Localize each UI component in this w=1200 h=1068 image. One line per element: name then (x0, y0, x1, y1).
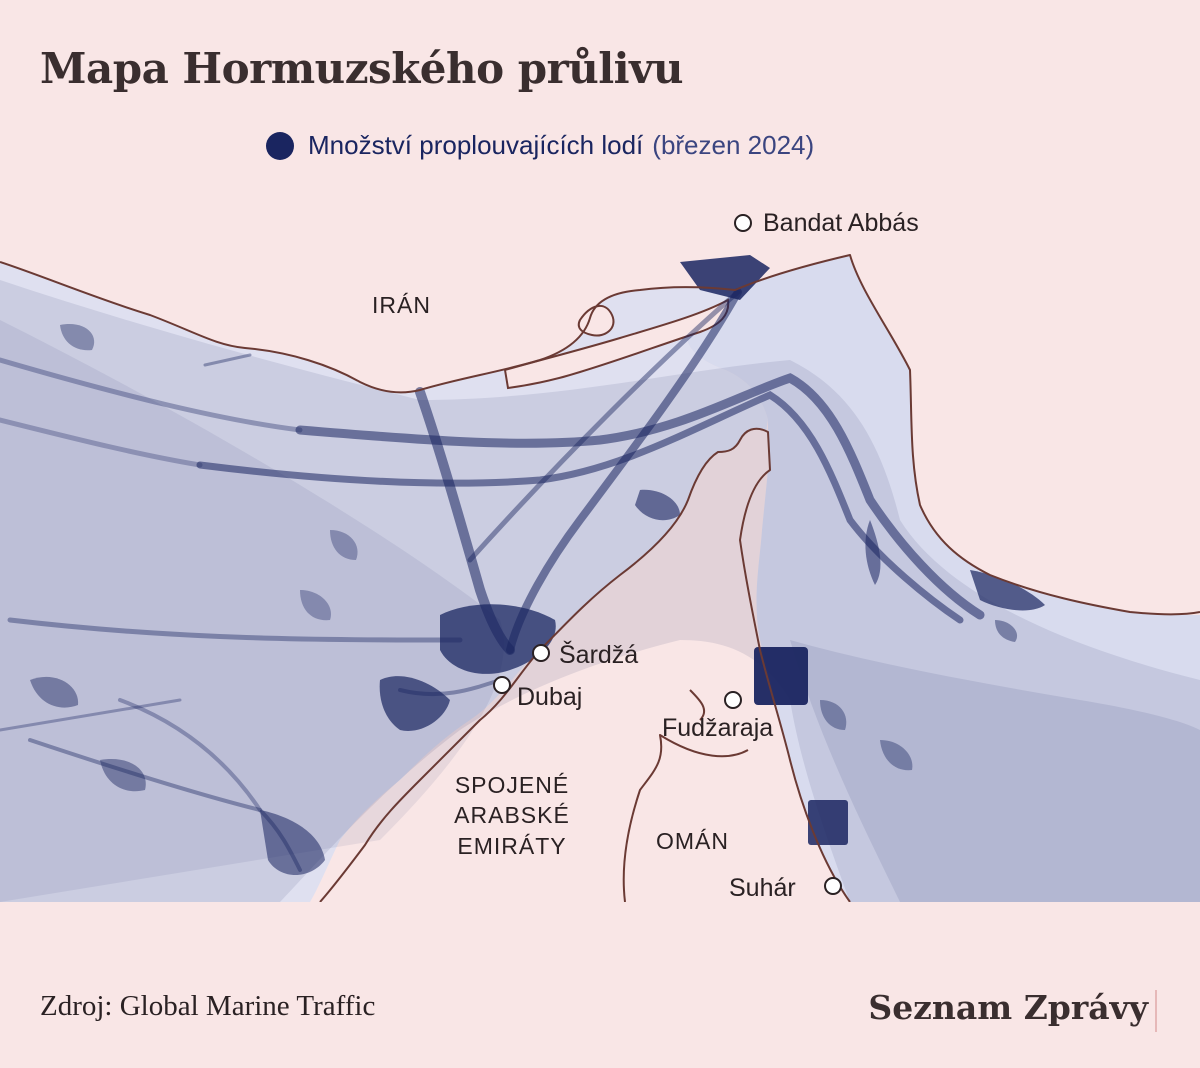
brand-logo: Seznam Zprávy (868, 988, 1148, 1027)
sea-gulf-of-oman (687, 255, 1200, 902)
city-label-dubai: Dubaj (517, 683, 582, 711)
coast-musandam (319, 427, 851, 902)
legend-period: (březen 2024) (652, 130, 815, 160)
source-note: Zdroj: Global Marine Traffic (40, 990, 376, 1022)
city-label-bandar-abbas: Bandat Abbás (763, 209, 919, 237)
map-labels: Bandat Abbás Šardžá Dubaj Fudžaraja Suhá… (372, 209, 919, 902)
city-markers (493, 214, 842, 895)
legend: Množství proplouvajících lodí (březen 20… (266, 130, 814, 161)
coastlines (0, 254, 1200, 902)
country-label-uae-2: ARABSKÉ (454, 802, 570, 828)
city-marker-sohar (824, 877, 842, 895)
coast-iran (0, 254, 1200, 616)
legend-label: Množství proplouvajících lodí (308, 130, 644, 160)
map-title: Mapa Hormuzského průlivu (40, 44, 684, 93)
border-uae-oman (622, 734, 749, 902)
country-label-uae-1: SPOJENÉ (455, 772, 569, 798)
country-label-oman: OMÁN (656, 828, 729, 854)
country-label-uae-3: EMIRÁTY (457, 833, 566, 859)
city-marker-sharjah (532, 644, 550, 662)
brand-divider (1155, 990, 1157, 1032)
city-marker-fujairah (724, 691, 742, 709)
city-label-sharjah: Šardžá (559, 640, 638, 669)
land-musandam (320, 428, 850, 902)
border-oman-inner (689, 689, 706, 721)
city-marker-bandar-abbas (734, 214, 752, 232)
country-label-iran: IRÁN (372, 292, 431, 318)
traffic-clusters (30, 255, 1045, 875)
sea-persian-gulf (0, 262, 768, 902)
city-label-fujairah: Fudžaraja (662, 714, 773, 742)
legend-dot-icon (266, 131, 294, 160)
city-marker-dubai (493, 676, 511, 694)
city-label-sohar: Suhár (729, 874, 796, 902)
